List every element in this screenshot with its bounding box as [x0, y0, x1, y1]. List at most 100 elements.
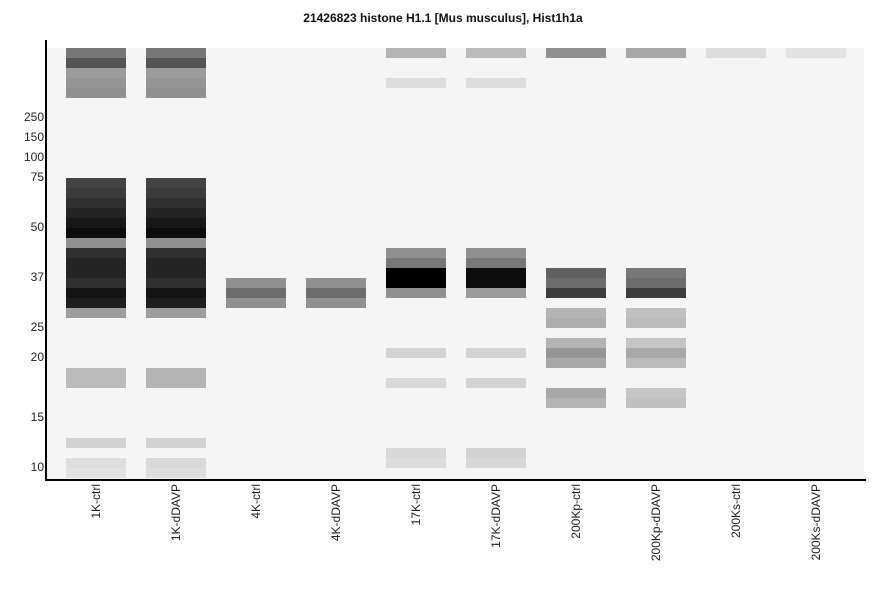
y-tick-label: 100 [24, 150, 44, 164]
gel-band [626, 338, 686, 348]
gel-band [66, 468, 126, 478]
y-tick-label: 20 [31, 350, 45, 364]
gel-band [546, 48, 606, 58]
gel-band [626, 348, 686, 358]
gel-band [66, 58, 126, 68]
y-tick-label: 250 [24, 110, 44, 124]
gel-band [146, 178, 206, 188]
y-tick-label: 10 [31, 460, 45, 474]
gel-band [66, 238, 126, 248]
gel-band [66, 308, 126, 318]
gel-band [386, 48, 446, 58]
gel-band [466, 268, 526, 278]
gel-band [146, 78, 206, 88]
gel-band [66, 208, 126, 218]
gel-band [226, 298, 286, 308]
gel-band [66, 368, 126, 378]
gel-band [466, 278, 526, 288]
lane-label: 200Ks-dDAVP [809, 484, 823, 560]
lane-label: 1K-dDAVP [169, 484, 183, 541]
y-ticks: 250 150 100 75 50 37 25 20 15 10 [24, 110, 44, 474]
gel-band [466, 48, 526, 58]
gel-band [546, 278, 606, 288]
gel-band [146, 278, 206, 288]
y-tick-label: 37 [31, 270, 45, 284]
gel-band [626, 278, 686, 288]
gel-band [146, 248, 206, 258]
gel-band [226, 288, 286, 298]
gel-band [146, 58, 206, 68]
gel-band [146, 378, 206, 388]
gel-band [626, 268, 686, 278]
gel-band [626, 48, 686, 58]
lane-label: 4K-ctrl [249, 484, 263, 519]
gel-band [66, 188, 126, 198]
gel-band [66, 48, 126, 58]
y-tick-label: 150 [24, 130, 44, 144]
gel-band [386, 78, 446, 88]
gel-band [546, 358, 606, 368]
gel-band [386, 348, 446, 358]
gel-band [146, 68, 206, 78]
gel-band [66, 248, 126, 258]
gel-band [626, 318, 686, 328]
gel-band [66, 288, 126, 298]
gel-band [306, 278, 366, 288]
gel-band [146, 188, 206, 198]
gel-band [626, 388, 686, 398]
gel-band [306, 288, 366, 298]
gel-band [66, 68, 126, 78]
lane-label: 4K-dDAVP [329, 484, 343, 541]
y-tick-label: 25 [31, 320, 45, 334]
gel-band [466, 288, 526, 298]
gel-band [546, 388, 606, 398]
gel-band [386, 378, 446, 388]
gel-band [146, 268, 206, 278]
gel-band [546, 348, 606, 358]
gel-band [66, 78, 126, 88]
lane-label: 17K-dDAVP [489, 484, 503, 548]
gel-band [66, 88, 126, 98]
gel-band [386, 248, 446, 258]
gel-band [66, 298, 126, 308]
gel-band [466, 448, 526, 458]
gel-band [386, 278, 446, 288]
gel-band [626, 358, 686, 368]
gel-band [146, 48, 206, 58]
gel-band [626, 308, 686, 318]
gel-band [626, 288, 686, 298]
gel-band [546, 308, 606, 318]
gel-band [386, 458, 446, 468]
lane-label: 1K-ctrl [89, 484, 103, 519]
gel-band [786, 48, 846, 58]
gel-band [66, 278, 126, 288]
gel-band [226, 278, 286, 288]
gel-band [66, 178, 126, 188]
gel-band [306, 298, 366, 308]
gel-band [466, 78, 526, 88]
gel-band [466, 458, 526, 468]
gel-band [546, 338, 606, 348]
gel-band [146, 308, 206, 318]
gel-band [546, 318, 606, 328]
gel-band [66, 268, 126, 278]
gel-band [146, 228, 206, 238]
gel-band [466, 248, 526, 258]
gel-band [546, 268, 606, 278]
gel-band [146, 288, 206, 298]
lane-label: 200Kp-dDAVP [649, 484, 663, 561]
gel-band [146, 208, 206, 218]
lane-label: 17K-ctrl [409, 484, 423, 525]
gel-band [146, 218, 206, 228]
gel-band [546, 288, 606, 298]
gel-band [146, 88, 206, 98]
gel-band [146, 458, 206, 468]
chart-title: 21426823 histone H1.1 [Mus musculus], Hi… [303, 11, 583, 25]
gel-band [466, 378, 526, 388]
gel-band [146, 258, 206, 268]
y-tick-label: 15 [31, 410, 45, 424]
gel-band [66, 438, 126, 448]
gel-band [386, 268, 446, 278]
lane-label: 200Ks-ctrl [729, 484, 743, 538]
